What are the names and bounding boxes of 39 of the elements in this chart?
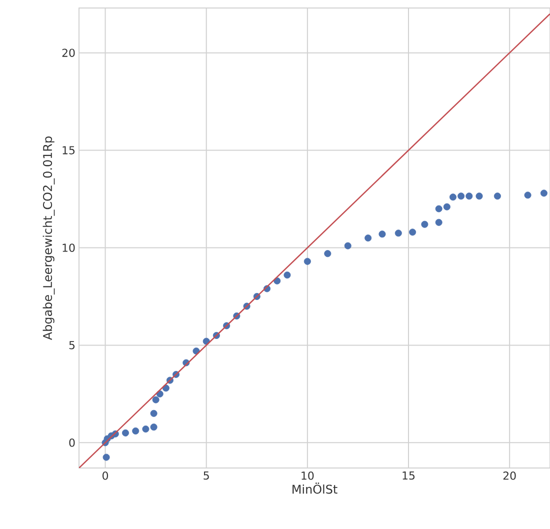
- point: [524, 192, 532, 199]
- point: [304, 258, 311, 265]
- point: [421, 220, 428, 228]
- x-tick-label: 0: [102, 472, 108, 480]
- y-axis-title: Abgabe_Leergewicht_CO2_0.01Rp: [42, 136, 55, 340]
- point: [476, 192, 483, 200]
- point: [274, 277, 281, 284]
- x-axis-title: MinÖlSt: [292, 482, 338, 494]
- point: [466, 192, 473, 200]
- point: [150, 410, 158, 417]
- point: [378, 230, 386, 238]
- point: [150, 424, 158, 431]
- x-tick-label: 15: [402, 472, 415, 480]
- point: [344, 242, 352, 250]
- point: [324, 250, 332, 258]
- point: [435, 205, 442, 212]
- x-tick-label: 5: [204, 472, 209, 480]
- point: [540, 190, 548, 197]
- point: [394, 230, 402, 237]
- point: [494, 192, 501, 200]
- point: [122, 429, 129, 436]
- point: [152, 396, 160, 404]
- point: [132, 427, 140, 434]
- point: [284, 272, 291, 279]
- y-tick-label: 5: [69, 341, 75, 350]
- point: [458, 192, 465, 200]
- x-tick-label: 20: [503, 472, 516, 480]
- point: [435, 218, 442, 226]
- y-tick-label: 10: [62, 244, 75, 252]
- point: [142, 426, 150, 433]
- x-tick-label: 10: [302, 472, 314, 480]
- y-tick-label: 20: [62, 48, 75, 57]
- y-tick-label: 0: [69, 438, 75, 447]
- point: [443, 203, 450, 210]
- point: [364, 234, 372, 242]
- point: [102, 454, 110, 461]
- y-tick-label: 15: [62, 146, 75, 154]
- point: [449, 194, 456, 201]
- point: [409, 228, 416, 236]
